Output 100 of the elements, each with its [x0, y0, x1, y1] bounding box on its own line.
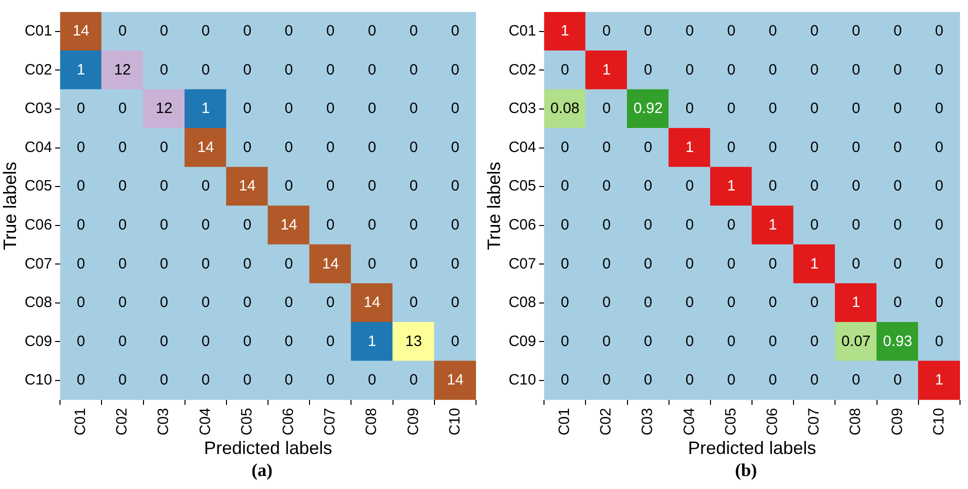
data-label: 0 — [644, 178, 652, 195]
x-tick-label: C03 — [639, 408, 656, 436]
data-label: 1 — [686, 138, 694, 156]
data-label: 0 — [560, 294, 570, 312]
y-tick-label: C05 — [508, 178, 536, 195]
data-label: 0 — [409, 61, 418, 78]
data-label: 1 — [768, 216, 778, 234]
data-label: 0 — [852, 255, 860, 272]
data-label: 0 — [768, 22, 778, 40]
data-label: 0 — [810, 294, 819, 312]
x-tick-label: C02 — [114, 408, 131, 436]
data-label: 0 — [451, 294, 460, 312]
data-label: 0 — [810, 138, 819, 156]
data-label: 0 — [451, 332, 460, 350]
data-label: 0 — [76, 372, 86, 389]
data-label: 14 — [364, 294, 380, 312]
data-label: 0.92 — [633, 100, 663, 118]
data-label: 13 — [405, 332, 422, 350]
data-label: 0 — [810, 22, 819, 40]
data-label: 0 — [368, 100, 376, 118]
y-tick-label: C06 — [508, 216, 536, 234]
data-label: 0 — [810, 100, 819, 118]
data-label: 0 — [560, 138, 570, 156]
data-label: 12 — [114, 61, 131, 78]
y-axis-title: True labels — [484, 162, 504, 250]
data-label: 12 — [156, 100, 172, 118]
data-label: 0 — [602, 100, 611, 118]
data-label: 0 — [935, 216, 944, 234]
data-label: 0 — [852, 100, 860, 118]
data-label: 0 — [893, 138, 902, 156]
data-label: 0 — [686, 22, 694, 40]
x-tick-label: C02 — [598, 408, 615, 436]
data-label: 0 — [852, 216, 860, 234]
data-label: 0 — [768, 294, 778, 312]
data-label: 0 — [602, 178, 611, 195]
data-label: 0 — [326, 178, 335, 195]
data-label: 0 — [451, 61, 460, 78]
data-label: 0 — [202, 216, 210, 234]
x-tick-label: C08 — [847, 408, 864, 436]
data-label: 0 — [768, 332, 778, 350]
text: (b) — [734, 460, 758, 481]
data-label: 0 — [409, 294, 418, 312]
data-label: 0 — [644, 138, 652, 156]
data-label: 0 — [644, 255, 652, 272]
data-label: 1 — [935, 372, 944, 389]
data-label: 0 — [368, 372, 376, 389]
data-label: 0 — [602, 216, 611, 234]
data-label: 0 — [202, 22, 210, 40]
data-label: 0 — [935, 22, 944, 40]
data-label: 0 — [893, 100, 902, 118]
data-label: 0 — [243, 61, 252, 78]
data-label: 0 — [160, 216, 168, 234]
data-label: 0 — [368, 138, 376, 156]
data-label: 0 — [118, 294, 127, 312]
data-label: 0 — [409, 178, 418, 195]
data-label: 14 — [197, 138, 214, 156]
data-label: 0 — [284, 100, 294, 118]
data-label: 0 — [602, 138, 611, 156]
data-label: 14 — [446, 372, 464, 389]
data-label: 0 — [160, 332, 168, 350]
data-label: 0 — [409, 100, 418, 118]
data-label: 0 — [76, 138, 86, 156]
y-tick-label: C10 — [508, 372, 536, 389]
y-tick-label: C07 — [508, 255, 536, 272]
data-label: 0 — [893, 255, 902, 272]
data-label: 0.07 — [841, 332, 871, 350]
data-label: 0 — [118, 178, 127, 195]
data-label: 0 — [935, 138, 944, 156]
y-axis-title: True labels — [0, 162, 20, 250]
data-label: 0 — [727, 332, 736, 350]
data-label: 0 — [368, 255, 376, 272]
data-label: 0 — [326, 22, 335, 40]
text: (a) — [250, 460, 274, 481]
data-label: 1 — [727, 178, 736, 195]
data-label: 0 — [727, 216, 736, 234]
x-tick-label: C07 — [322, 408, 339, 436]
data-label: 0 — [727, 255, 736, 272]
data-label: 14 — [238, 178, 256, 195]
data-label: 0 — [451, 22, 460, 40]
data-label: 0 — [118, 372, 127, 389]
data-label: 0 — [326, 61, 335, 78]
data-label: 0 — [935, 294, 944, 312]
x-tick-label: C10 — [930, 408, 948, 436]
data-label: 0 — [202, 61, 210, 78]
data-label: 0 — [202, 294, 210, 312]
data-label: 0 — [76, 178, 86, 195]
data-label: 0 — [118, 22, 127, 40]
data-label: 0 — [160, 294, 168, 312]
data-label: 0 — [202, 178, 210, 195]
data-label: 0 — [284, 294, 294, 312]
data-label: 0 — [644, 372, 652, 389]
data-label: 1 — [852, 294, 860, 312]
data-label: 0 — [326, 372, 335, 389]
x-tick-label: C01 — [556, 408, 574, 436]
data-label: 0 — [76, 332, 86, 350]
y-tick-label: C03 — [508, 100, 536, 118]
data-label: 0 — [326, 100, 335, 118]
data-label: 0 — [852, 372, 860, 389]
data-label: 0 — [76, 100, 86, 118]
x-axis-title: Predicted labels — [204, 438, 332, 458]
